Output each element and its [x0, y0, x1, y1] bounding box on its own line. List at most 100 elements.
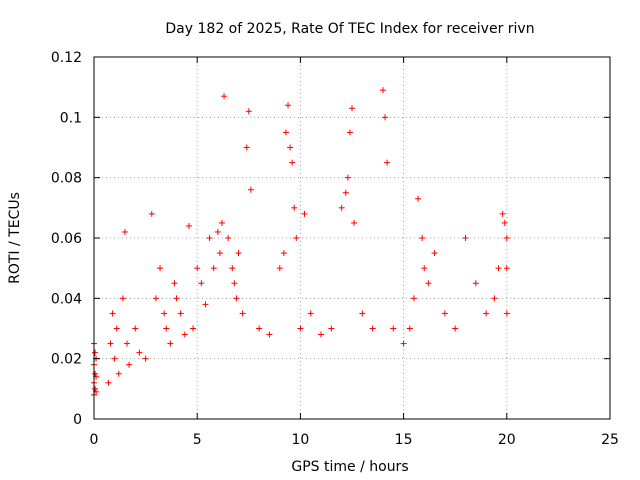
data-point [503, 265, 510, 272]
data-point [419, 235, 426, 241]
data-point [142, 355, 149, 362]
data-point [462, 235, 469, 241]
plot-frame [93, 56, 611, 420]
data-point [501, 219, 508, 226]
y-tick-label: 0.06 [51, 231, 82, 247]
data-point [198, 280, 205, 287]
data-point [291, 204, 298, 211]
grid-lines [94, 57, 610, 419]
data-point [245, 108, 252, 115]
data-point [342, 189, 349, 196]
data-point [266, 331, 273, 338]
data-point [400, 340, 407, 347]
data-point [289, 159, 296, 166]
data-point [113, 325, 120, 332]
data-point [181, 331, 188, 338]
data-point [185, 222, 192, 229]
data-point [152, 295, 159, 302]
data-point [194, 265, 201, 272]
data-point [163, 325, 170, 332]
y-tick-label: 0 [73, 412, 82, 428]
y-tick-label: 0.1 [60, 110, 82, 126]
data-point [121, 228, 128, 235]
x-tick-labels: 0 5 10 15 20 25 [90, 432, 619, 448]
data-point [177, 310, 184, 317]
data-point [161, 310, 168, 317]
data-point [307, 310, 314, 317]
data-point [293, 235, 300, 241]
data-point [285, 102, 292, 109]
data-point [92, 349, 99, 356]
data-point [124, 340, 131, 347]
chart-title: Day 182 of 2025, Rate Of TEC Index for r… [165, 21, 534, 37]
data-point [111, 355, 118, 362]
data-point [483, 310, 490, 317]
data-point [92, 370, 99, 377]
data-point [216, 250, 223, 257]
data-point [338, 204, 345, 211]
data-point [229, 265, 236, 272]
data-point [235, 250, 242, 257]
data-point [318, 331, 325, 338]
data-point [379, 87, 386, 94]
x-tick-label: 10 [291, 432, 309, 448]
data-point [406, 325, 413, 332]
data-point [503, 235, 510, 241]
data-point [167, 340, 174, 347]
data-point [157, 265, 164, 272]
data-point [247, 186, 254, 193]
data-point [126, 361, 133, 368]
data-point [210, 265, 217, 272]
data-point [214, 228, 221, 235]
data-point [225, 235, 232, 241]
y-tick-label: 0.08 [51, 171, 82, 187]
data-point [282, 129, 289, 136]
data-point [349, 105, 355, 112]
data-point [190, 325, 197, 332]
data-point [425, 280, 432, 287]
data-point [359, 310, 366, 317]
data-point [441, 310, 448, 317]
data-point [105, 379, 112, 386]
x-tick-label: 5 [193, 432, 202, 448]
data-point [421, 265, 428, 272]
data-point [92, 385, 99, 392]
data-point [495, 265, 502, 272]
data-point [369, 325, 376, 332]
data-point [472, 280, 479, 287]
data-point [171, 280, 178, 287]
data-point [136, 349, 143, 356]
data-point [415, 195, 422, 202]
data-point [344, 174, 351, 181]
x-axis-title: GPS time / hours [291, 459, 408, 475]
data-point [218, 219, 225, 226]
x-tick-label: 20 [498, 432, 516, 448]
data-point [410, 295, 417, 302]
data-point [280, 250, 287, 257]
data-point [221, 93, 228, 100]
x-tick-label: 0 [90, 432, 99, 448]
data-point [297, 325, 304, 332]
data-point [452, 325, 459, 332]
y-tick-label: 0.04 [51, 291, 82, 307]
data-point [202, 301, 209, 308]
data-point [132, 325, 139, 332]
axis-ticks [93, 56, 611, 420]
data-point [382, 114, 389, 121]
data-point [206, 235, 213, 241]
data-point [233, 295, 240, 302]
data-point [351, 219, 358, 226]
data-point [287, 144, 294, 151]
x-tick-label: 25 [601, 432, 619, 448]
data-point [503, 310, 510, 317]
data-point [231, 280, 238, 287]
data-point [115, 370, 122, 377]
data-point [119, 295, 126, 302]
data-point [384, 159, 391, 166]
data-point [301, 210, 308, 217]
data-point [276, 265, 283, 272]
data-point [148, 210, 155, 217]
data-point [239, 310, 246, 317]
y-tick-label: 0.02 [51, 352, 82, 368]
